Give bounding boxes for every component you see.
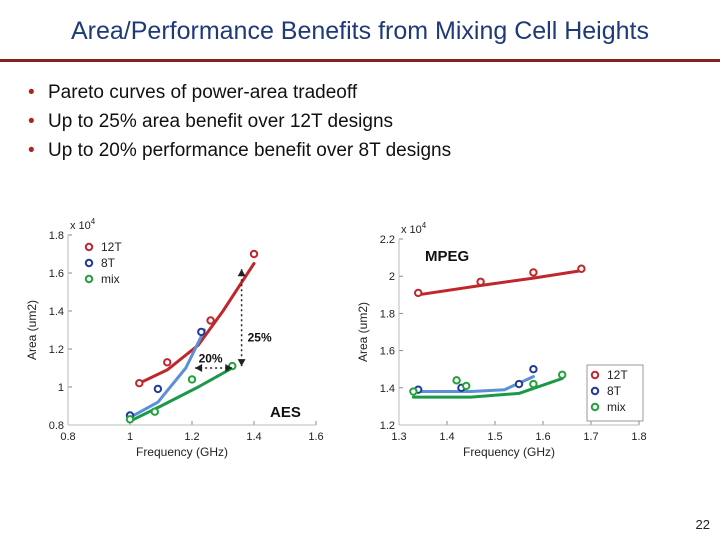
- bullet-text: Up to 20% performance benefit over 8T de…: [48, 140, 452, 161]
- y-tick-label: 1.6: [380, 346, 395, 358]
- series-line-12t: [137, 262, 256, 385]
- y-tick-label: 1: [58, 382, 64, 394]
- legend-marker-8t: [590, 386, 600, 396]
- series-line-mix: [411, 377, 564, 399]
- chart-title: AES: [270, 404, 301, 421]
- data-point-12t: [206, 316, 215, 325]
- x-tick-label: 1.7: [583, 431, 598, 443]
- arrow-head-down: [237, 359, 246, 367]
- y-axis-label: Area (um2): [356, 302, 370, 362]
- x-axis-label: Frequency (GHz): [463, 445, 555, 459]
- x-tick-label: 1.4: [439, 431, 454, 443]
- legend-label: 8T: [101, 256, 116, 270]
- y-axis-label: Area (um2): [25, 300, 39, 360]
- x-tick-label: 1.2: [184, 431, 199, 443]
- data-point-12t: [413, 288, 423, 298]
- x-tick-label: 1.5: [487, 431, 502, 443]
- title-divider: [0, 59, 720, 62]
- data-point-mix: [529, 379, 538, 389]
- data-point-8t: [529, 365, 538, 374]
- bullet-text: Pareto curves of power-area tradeoff: [48, 82, 358, 103]
- legend-label: mix: [607, 400, 626, 414]
- bullet-item: • Up to 25% area benefit over 12T designs: [28, 107, 451, 136]
- y-tick-label: 1.4: [49, 306, 64, 318]
- legend-marker-mix: [84, 274, 94, 284]
- aes-chart: 0.8 1 1.2 1.4 1.6 0.8 1 1.2 1.4 1.6 1.8 x 104 Freque…: [25, 217, 324, 459]
- series-line-8t: [128, 328, 206, 419]
- chart-title: MPEG: [425, 248, 469, 265]
- data-point-12t: [135, 379, 144, 388]
- x-tick-label: 1: [127, 431, 133, 443]
- series-line-12t: [416, 269, 583, 297]
- y-tick-label: 2: [389, 271, 395, 283]
- y-tick-label: 0.8: [49, 420, 64, 432]
- arrow-head-up: [237, 269, 246, 277]
- x-tick-label: 0.8: [60, 431, 75, 443]
- legend-marker-12t: [590, 370, 600, 380]
- y-tick-label: 1.4: [380, 383, 395, 395]
- exponent-label: x 104: [401, 221, 427, 236]
- x-tick-label: 1.4: [246, 431, 261, 443]
- data-point-8t: [153, 384, 163, 394]
- page-number: 22: [695, 517, 710, 532]
- mpeg-chart: 1.3 1.4 1.5 1.6 1.7 1.8 1.2 1.4 1.6 1.8 2 2.2 x 104 F…: [356, 221, 647, 459]
- bullet-dot: •: [28, 111, 35, 132]
- bullet-dot: •: [28, 140, 35, 161]
- data-point-12t: [577, 264, 586, 273]
- bullet-item: • Pareto curves of power-area tradeoff: [28, 78, 451, 107]
- y-tick-label: 1.2: [49, 344, 64, 356]
- bullet-item: • Up to 20% performance benefit over 8T d…: [28, 136, 451, 165]
- legend-marker-mix: [590, 402, 600, 412]
- data-point-mix: [462, 381, 471, 391]
- legend-label: 12T: [607, 368, 628, 382]
- data-point-8t: [197, 327, 206, 337]
- legend-marker-8t: [84, 258, 94, 268]
- y-tick-label: 1.6: [49, 268, 64, 280]
- data-point-12t: [249, 249, 259, 259]
- x-tick-label: 1.8: [631, 431, 646, 443]
- x-tick-label: 1.3: [391, 431, 406, 443]
- series-line-mix: [128, 366, 234, 423]
- data-point-12t: [163, 358, 172, 367]
- x-tick-label: 1.6: [535, 431, 550, 443]
- legend-marker-12t: [84, 242, 94, 252]
- data-point-12t: [476, 277, 485, 286]
- y-tick-label: 1.8: [380, 308, 395, 320]
- legend-label: mix: [101, 272, 120, 286]
- y-tick-label: 1.2: [380, 420, 395, 432]
- bullet-dot: •: [28, 82, 35, 103]
- legend-label: 12T: [101, 240, 122, 254]
- bullet-text: Up to 25% area benefit over 12T designs: [48, 111, 394, 132]
- data-point-mix: [150, 407, 160, 416]
- data-point-mix: [125, 415, 135, 424]
- data-point-mix: [558, 370, 567, 379]
- legend-label: 8T: [607, 384, 622, 398]
- slide-title: Area/Performance Benefits from Mixing Ce…: [70, 17, 649, 45]
- exponent-label: x 104: [70, 217, 96, 232]
- data-point-8t: [514, 379, 524, 389]
- data-point-mix: [409, 387, 418, 396]
- bullet-list: • Pareto curves of power-area tradeoff • U…: [28, 78, 451, 165]
- y-tick-label: 1.8: [49, 230, 64, 242]
- data-point-mix: [452, 376, 461, 385]
- annotation-label: 20%: [199, 351, 223, 365]
- x-axis-label: Frequency (GHz): [136, 445, 228, 459]
- y-tick-label: 2.2: [380, 234, 395, 246]
- data-point-mix: [187, 375, 197, 384]
- data-point-12t: [529, 268, 538, 277]
- annotation-label: 25%: [248, 331, 272, 345]
- arrow-head-right: [225, 364, 233, 372]
- x-tick-label: 1.6: [308, 431, 323, 443]
- arrow-head-left: [195, 364, 203, 372]
